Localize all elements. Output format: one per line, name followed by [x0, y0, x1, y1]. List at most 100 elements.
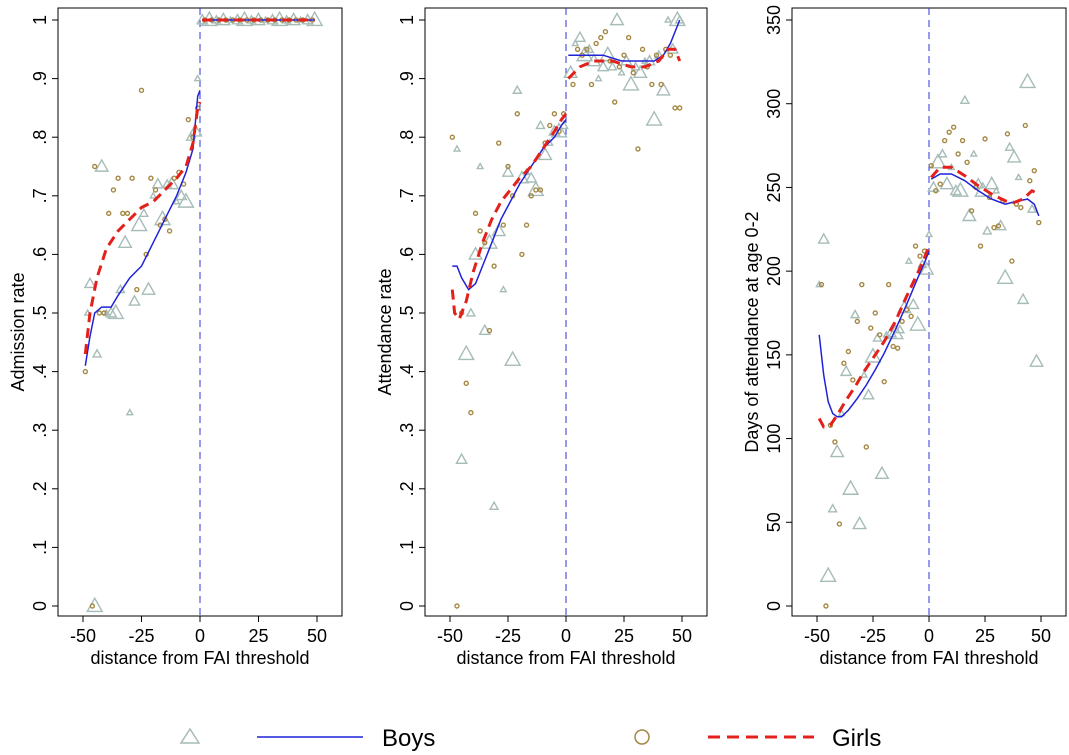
legend-boys-label: Boys [382, 725, 435, 752]
girls-point [505, 163, 511, 170]
boys-point [94, 158, 110, 172]
girls-point [653, 52, 660, 58]
x-tick-label: -50 [70, 626, 96, 646]
girls-point [496, 140, 502, 146]
boys-point [476, 162, 485, 170]
girls-point [968, 208, 975, 214]
girls-point [148, 175, 154, 181]
girls-point [630, 70, 636, 76]
boys-point [817, 232, 831, 244]
boys-point [104, 306, 118, 318]
y-tick-label: 150 [764, 340, 784, 370]
girls-point [500, 222, 507, 228]
girls-point [463, 380, 469, 387]
girls-point [547, 122, 553, 129]
girls-point [955, 151, 961, 157]
boys-point [937, 148, 948, 158]
girls-point [523, 222, 530, 228]
y-tick-label: 1 [397, 15, 417, 25]
boys-point [617, 68, 626, 76]
girls-point [616, 64, 623, 70]
girls-point [514, 111, 520, 117]
boys-point [141, 281, 156, 295]
boys-point [894, 324, 906, 334]
girls-point [115, 175, 121, 181]
boys-point [1029, 353, 1044, 367]
boys-point [829, 443, 845, 458]
x-axis-label: distance from FAI threshold [90, 648, 309, 668]
girls-point [101, 310, 107, 316]
girls-fit-line [450, 47, 682, 322]
boys-point [996, 268, 1014, 284]
boys-point [130, 215, 148, 232]
girls-point [946, 129, 952, 135]
boys-point [632, 64, 648, 79]
girls-point [528, 193, 534, 199]
x-tick-label: 50 [1031, 626, 1051, 646]
girls-point [881, 378, 887, 385]
boys-point [841, 479, 860, 495]
x-tick-label: 0 [561, 626, 571, 646]
boys-point [645, 110, 663, 126]
y-axis-label: Days of attendance at age 0-2 [742, 211, 762, 452]
y-tick-label: .4 [397, 364, 417, 379]
boys-point [904, 256, 913, 264]
x-tick-label: 0 [195, 626, 205, 646]
girls-point [941, 137, 948, 144]
boys-point [906, 297, 920, 310]
x-tick-label: 25 [248, 626, 268, 646]
boys-point [1014, 172, 1023, 181]
boys-point [164, 176, 180, 190]
y-tick-label: .2 [30, 481, 50, 496]
x-tick-label: -25 [860, 626, 886, 646]
girls-point [964, 159, 970, 166]
x-axis-label: distance from FAI threshold [456, 648, 675, 668]
y-tick-label: 0 [764, 601, 784, 611]
boys-point [596, 60, 610, 72]
girls-point [1027, 178, 1033, 184]
boys-point [172, 197, 181, 205]
y-tick-label: 0 [397, 601, 417, 611]
boys-point [874, 465, 890, 480]
boys-point [504, 350, 522, 367]
y-tick-label: .6 [30, 247, 50, 262]
boys-fit-line [818, 173, 1040, 418]
boys-point [537, 146, 553, 161]
girls-point [1031, 167, 1037, 174]
y-tick-label: .8 [397, 130, 417, 145]
boys-point [488, 500, 500, 511]
girls-point [877, 332, 883, 338]
girls-point [649, 81, 655, 88]
y-tick-label: .4 [30, 364, 50, 379]
girls-point [845, 348, 852, 355]
girls-point [995, 223, 1002, 229]
boys-point [128, 294, 141, 306]
boys-point [138, 207, 150, 218]
girls-point [96, 310, 103, 316]
girls-point [533, 187, 539, 193]
boys-point [984, 176, 1000, 190]
y-axis-label: Attendance rate [375, 268, 395, 395]
boys-point [924, 229, 934, 238]
boys-point [1004, 141, 1015, 151]
boys-point [839, 364, 853, 377]
y-tick-label: .7 [30, 188, 50, 203]
boys-point [815, 280, 824, 288]
girls-point [468, 409, 474, 416]
boys-point [992, 186, 1001, 194]
boys-point [674, 14, 685, 24]
girls-point [621, 52, 627, 58]
y-tick-label: 50 [764, 512, 784, 532]
boys-point [939, 176, 955, 190]
girls-point [850, 377, 856, 383]
y-tick-label: .5 [30, 305, 50, 320]
boys-point [837, 409, 846, 417]
girls-point [89, 603, 96, 609]
x-tick-label: 50 [307, 626, 327, 646]
boys-point [872, 332, 883, 342]
girls-point [859, 281, 865, 288]
girls-point [449, 134, 456, 140]
boys-point [819, 566, 837, 583]
boys-point [1006, 149, 1022, 163]
